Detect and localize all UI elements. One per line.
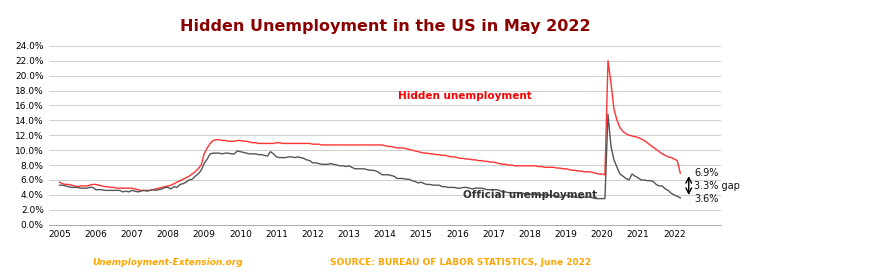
Text: 3.6%: 3.6% xyxy=(694,194,719,204)
Text: SOURCE: BUREAU OF LABOR STATISTICS, June 2022: SOURCE: BUREAU OF LABOR STATISTICS, June… xyxy=(329,258,591,267)
Text: Unemployment-Extension.org: Unemployment-Extension.org xyxy=(93,258,243,267)
Text: 3.3% gap: 3.3% gap xyxy=(694,181,740,190)
Text: Hidden unemployment: Hidden unemployment xyxy=(397,91,531,101)
Title: Hidden Unemployment in the US in May 2022: Hidden Unemployment in the US in May 202… xyxy=(180,19,590,35)
Text: Official unemployment: Official unemployment xyxy=(463,190,596,200)
Text: 6.9%: 6.9% xyxy=(694,167,719,178)
